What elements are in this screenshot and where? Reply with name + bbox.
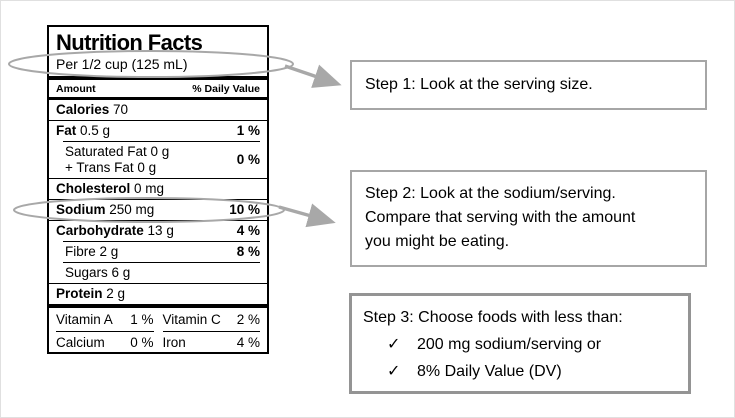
nutrient-row-protein: Protein 2 g: [49, 283, 267, 304]
nutrient-row-fat: Fat 0.5 g 1 %: [49, 120, 267, 141]
check-icon: ✓: [387, 363, 401, 380]
step3-bullet-2-text: 8% Daily Value (DV): [417, 363, 562, 380]
divider-thick: [49, 76, 267, 80]
vitamin-a-cell: Vitamin A 1 %: [56, 312, 154, 327]
calcium-cell: Calcium 0 %: [56, 331, 154, 354]
nutrient-row-sodium: Sodium 250 mg 10 %: [49, 199, 267, 220]
column-header: Amount % Daily Value: [49, 80, 267, 97]
step3-title: Step 3: Choose foods with less than:: [363, 309, 623, 326]
amount-header: Amount: [56, 83, 96, 95]
step3-bullet-1: ✓ 200 mg sodium/serving or: [363, 331, 677, 358]
divider-medium: [49, 97, 267, 100]
daily-value-header: % Daily Value: [192, 83, 260, 95]
step3-bullet-2: ✓ 8% Daily Value (DV): [363, 358, 677, 385]
step2-text-line2: Compare that serving with the amount: [365, 209, 636, 226]
step3-box: Step 3: Choose foods with less than: ✓ 2…: [349, 293, 691, 394]
nutrient-row-sugars: Sugars 6 g: [63, 262, 260, 283]
step2-text-line3: you might be eating.: [365, 233, 510, 250]
label-title: Nutrition Facts: [56, 30, 203, 55]
nutrient-row-carbohydrate: Carbohydrate 13 g 4 %: [49, 220, 267, 241]
nutrient-row-saturated-trans-fat: Saturated Fat 0 g + Trans Fat 0 g 0 %: [63, 141, 260, 178]
iron-cell: Iron 4 %: [162, 331, 260, 354]
arrow-sodium-to-step2-icon: [278, 203, 336, 228]
vitamins-table: Vitamin A 1 % Vitamin C 2 % Calcium 0 % …: [49, 309, 267, 354]
step1-box: Step 1: Look at the serving size.: [350, 60, 707, 110]
nutrient-row-cholesterol: Cholesterol 0 mg: [49, 178, 267, 199]
step1-text: Step 1: Look at the serving size.: [365, 76, 593, 93]
nutrient-row-fibre: Fibre 2 g 8 %: [63, 241, 260, 262]
step2-box: Step 2: Look at the sodium/serving. Comp…: [350, 170, 707, 267]
nutrition-facts-label: Nutrition Facts Per 1/2 cup (125 mL) Amo…: [47, 25, 269, 354]
vitamin-c-cell: Vitamin C 2 %: [162, 312, 261, 327]
step2-text-line1: Step 2: Look at the sodium/serving.: [365, 185, 616, 202]
divider-thick-bottom: [49, 304, 267, 308]
step3-bullet-1-text: 200 mg sodium/serving or: [417, 336, 602, 353]
arrow-serving-to-step1-icon: [284, 64, 342, 88]
check-icon: ✓: [387, 336, 401, 353]
nutrient-row-calories: Calories 70: [56, 102, 129, 117]
serving-size: Per 1/2 cup (125 mL): [56, 56, 188, 72]
